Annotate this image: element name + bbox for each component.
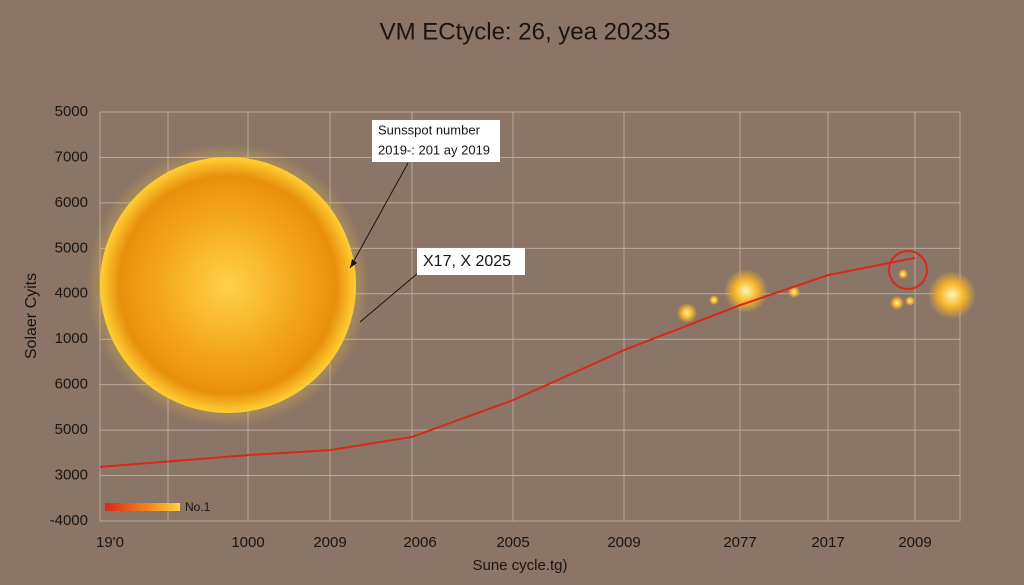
legend-swatch (105, 503, 180, 511)
sun (100, 157, 356, 413)
y-tick-label: 1000 (55, 330, 88, 347)
x-tick-label: 2077 (723, 534, 756, 551)
y-tick-label: 3000 (55, 467, 88, 484)
small-sun (898, 269, 908, 279)
annotation-arrow (359, 272, 419, 323)
x-tick-label: 2009 (607, 534, 640, 551)
x-tick-label: 2009 (313, 534, 346, 551)
y-tick-label: 5000 (55, 239, 88, 256)
annotations: Sunsspot number 2019-: 201 ay 2019 X17, … (349, 120, 525, 323)
x-tick-label: 2009 (898, 534, 931, 551)
small-sun (928, 271, 976, 319)
x-tick-label: 2017 (811, 534, 844, 551)
y-tick-label: -4000 (50, 512, 88, 529)
annotation-box (417, 248, 525, 275)
highlight-circle (888, 250, 928, 290)
chart-title: VM ECtycle: 26, yea 20235 (380, 18, 671, 45)
small-sun (788, 286, 800, 298)
annotation-text: 2019-: 201 ay 2019 (378, 142, 490, 157)
sun-illustration (86, 143, 976, 427)
annotation-box (372, 120, 500, 162)
y-tick-label: 6000 (55, 194, 88, 211)
y-tick-label: 7000 (55, 148, 88, 165)
series-line (99, 256, 916, 468)
small-sun (905, 296, 915, 306)
y-axis-label: Solaer Cyits (23, 273, 40, 359)
small-sun (724, 269, 768, 313)
annotation-text: Sunsspot number (378, 122, 481, 137)
x-axis-label: Sune cycle.tg) (472, 557, 567, 574)
x-tick-label: 2006 (403, 534, 436, 551)
annotation-arrow (349, 162, 409, 269)
small-sun (890, 296, 904, 310)
x-tick-label: 19'0 (96, 534, 124, 551)
y-tick-label: 5000 (55, 421, 88, 438)
y-tick-label: 4000 (55, 285, 88, 302)
annotation-text: X17, X 2025 (423, 253, 511, 270)
y-tick-label: 6000 (55, 376, 88, 393)
legend-label: No.1 (185, 500, 211, 514)
x-tick-label: 2005 (496, 534, 529, 551)
small-sun (709, 295, 719, 305)
y-tick-label: 5000 (55, 103, 88, 120)
small-sun (677, 303, 697, 323)
x-tick-label: 1000 (231, 534, 264, 551)
arrow-head (350, 259, 357, 268)
